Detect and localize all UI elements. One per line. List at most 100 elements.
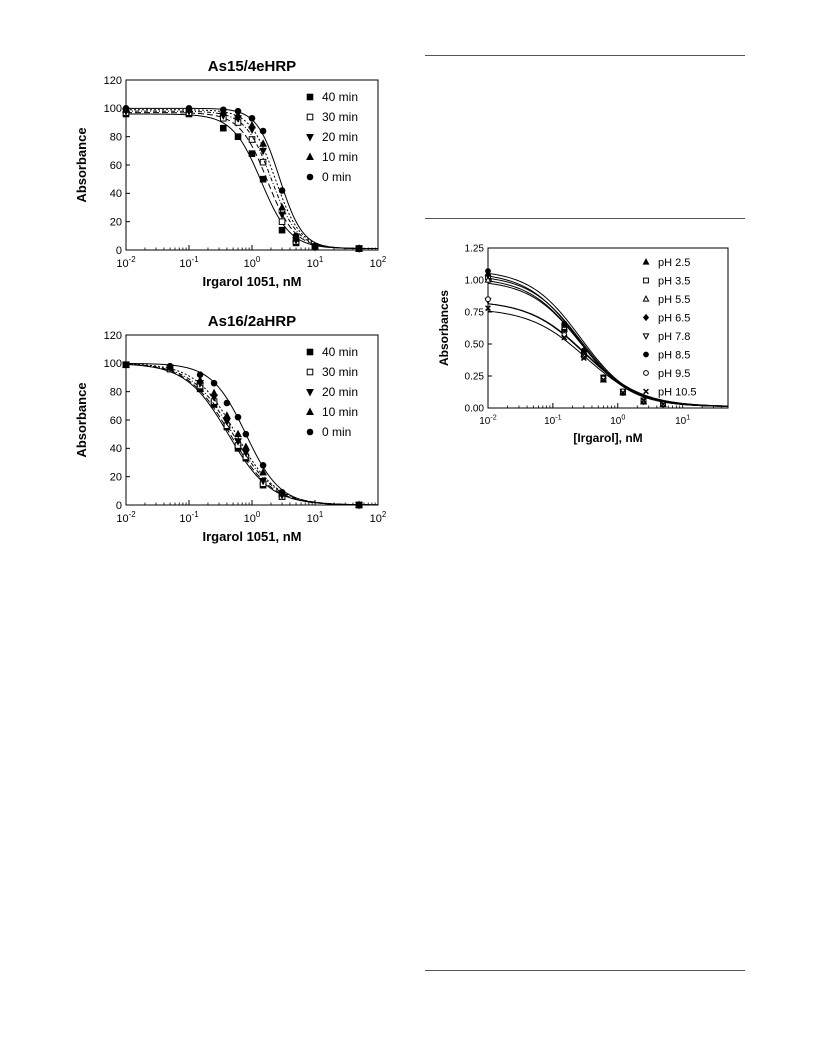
- data-point: [234, 110, 242, 119]
- data-point: [223, 411, 231, 419]
- data-point: [234, 107, 242, 115]
- legend-marker: [306, 152, 314, 161]
- data-point: [234, 413, 242, 421]
- data-point: [234, 133, 242, 140]
- legend-marker: [642, 313, 650, 322]
- data-point: [241, 449, 250, 458]
- x-tick-label: 10-1: [544, 413, 562, 428]
- data-point: [242, 430, 250, 438]
- chart-title: As15/4eHRP: [208, 58, 296, 75]
- data-point: [485, 305, 491, 312]
- data-point: [219, 106, 227, 114]
- plot-frame: [125, 334, 379, 506]
- x-tick-label: 100: [244, 255, 261, 270]
- legend-label: 0 min: [322, 425, 351, 439]
- legend-marker: [306, 368, 314, 376]
- legend-label: 20 min: [322, 385, 358, 399]
- y-tick-label: 100: [104, 358, 122, 370]
- y-tick-label: 100: [104, 103, 122, 115]
- legend-label: 40 min: [322, 345, 358, 359]
- y-tick-label: 0: [116, 500, 122, 512]
- chart-title: As16/2aHRP: [208, 313, 296, 330]
- y-tick-label: 0.00: [465, 404, 485, 415]
- legend-label: 10 min: [322, 150, 358, 164]
- chart-irgarol-ph: 0.00 0.25 0.50 0.75 1.00 1.25 10-2 10-1 100 101 [I…: [430, 235, 740, 460]
- data-point: [640, 397, 647, 404]
- data-point: [278, 226, 286, 234]
- y-axis-label: Absorbances: [437, 290, 451, 366]
- legend-label: pH 9.5: [658, 368, 690, 380]
- legend-label: pH 6.5: [658, 312, 690, 324]
- data-point: [259, 467, 268, 476]
- data-point: [600, 376, 607, 383]
- data-point: [580, 353, 587, 360]
- x-axis-label: [Irgarol], nM: [573, 431, 642, 445]
- chart-svg: 0.00 0.25 0.50 0.75 1.00 1.25 10-2 10-1 100 101 [I…: [437, 244, 729, 445]
- series-0-min: [122, 361, 379, 509]
- data-point: [278, 488, 286, 496]
- x-tick-label: 10-2: [479, 413, 497, 428]
- series-0-min: [122, 105, 379, 252]
- legend-marker: [642, 295, 650, 302]
- data-point: [219, 124, 227, 132]
- legend-marker: [306, 388, 314, 397]
- x-axis-label: Irgarol 1051, nM: [203, 529, 302, 544]
- legend-marker: [642, 333, 650, 340]
- data-point: [292, 232, 300, 240]
- legend-label: 10 min: [322, 405, 358, 419]
- data-point: [248, 136, 256, 143]
- y-tick-label: 0.25: [465, 372, 485, 383]
- data-point: [234, 438, 242, 446]
- data-point: [580, 355, 587, 362]
- data-point: [259, 477, 268, 486]
- data-point: [166, 362, 174, 370]
- x-tick-label: 10-1: [179, 255, 199, 270]
- legend-label: pH 8.5: [658, 349, 690, 361]
- data-point: [210, 379, 218, 387]
- series-line: [126, 110, 378, 250]
- data-point: [278, 218, 286, 225]
- series-line: [487, 310, 729, 407]
- legend-label: 30 min: [322, 365, 358, 379]
- legend-marker: [643, 388, 649, 395]
- legend-label: 40 min: [322, 90, 358, 104]
- y-tick-label: 60: [110, 415, 122, 427]
- x-tick-label: 101: [307, 510, 324, 525]
- data-point: [485, 268, 491, 274]
- chart-as16-2ahrp: As16/2aHRP 0 20 40 60 80 100 120 10-2 10-1 100 101 1…: [70, 300, 400, 550]
- legend: 40 min 30 min 20 min 10 min 0 min: [306, 90, 358, 184]
- y-tick-label: 40: [110, 188, 122, 200]
- legend-marker: [643, 370, 649, 376]
- legend-marker: [643, 277, 649, 284]
- series-ph-10-5: [485, 305, 729, 408]
- data-point: [620, 388, 626, 395]
- data-point: [484, 276, 492, 283]
- x-tick-label: 10-1: [179, 510, 199, 525]
- y-tick-label: 40: [110, 443, 122, 455]
- x-tick-label: 102: [370, 255, 387, 270]
- data-point: [122, 361, 130, 369]
- data-point: [248, 150, 256, 157]
- legend-label: 30 min: [322, 110, 358, 124]
- data-point: [355, 245, 363, 252]
- legend-label: pH 7.8: [658, 331, 690, 343]
- y-tick-label: 1.25: [465, 244, 485, 255]
- data-point: [122, 105, 130, 112]
- legend-label: pH 2.5: [658, 257, 690, 269]
- data-point: [259, 462, 267, 469]
- x-tick-label: 10-2: [116, 510, 135, 525]
- legend-marker: [306, 173, 314, 181]
- y-axis-label: Absorbance: [74, 382, 89, 457]
- data-point: [185, 105, 193, 112]
- legend-label: pH 3.5: [658, 275, 690, 287]
- data-point: [196, 371, 204, 378]
- y-tick-label: 60: [110, 160, 122, 172]
- data-point: [248, 114, 256, 122]
- legend: pH 2.5 pH 3.5 pH 5.5 pH 6.5 pH 7.8 pH 8.5 pH 9…: [642, 257, 697, 398]
- data-point: [234, 429, 242, 438]
- x-tick-label: 100: [610, 413, 625, 428]
- data-point: [355, 501, 363, 509]
- x-tick-label: 100: [244, 510, 261, 525]
- y-tick-label: 0.50: [465, 340, 485, 351]
- legend-marker: [306, 113, 314, 121]
